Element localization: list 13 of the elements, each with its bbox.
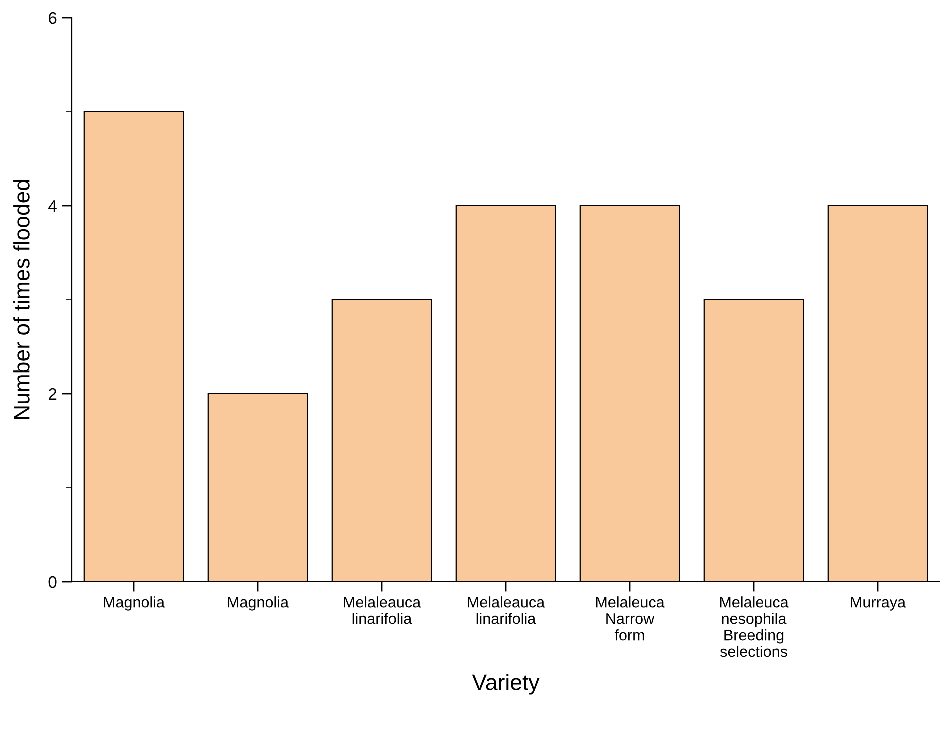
y-tick-label: 4 — [48, 200, 57, 212]
y-tick-label: 0 — [48, 576, 57, 588]
x-tick-label: Magnolia — [228, 596, 289, 611]
y-tick-label: 6 — [48, 12, 57, 24]
x-tick-label: Murraya — [851, 597, 906, 611]
x-tick-label: Melaleuca nesophila Breeding selections — [720, 596, 789, 658]
x-tick-label: Melaleauca linarifolia — [468, 596, 546, 624]
x-axis-title: Variety — [472, 674, 540, 695]
y-axis-title: Number of times flooded — [14, 180, 30, 420]
y-tick-label: 2 — [48, 388, 57, 400]
x-tick-label: Melaleuca Narrow form — [596, 596, 665, 641]
x-tick-label: Magnolia — [104, 596, 165, 611]
x-tick-label: Melaleauca linarifolia — [344, 596, 422, 624]
